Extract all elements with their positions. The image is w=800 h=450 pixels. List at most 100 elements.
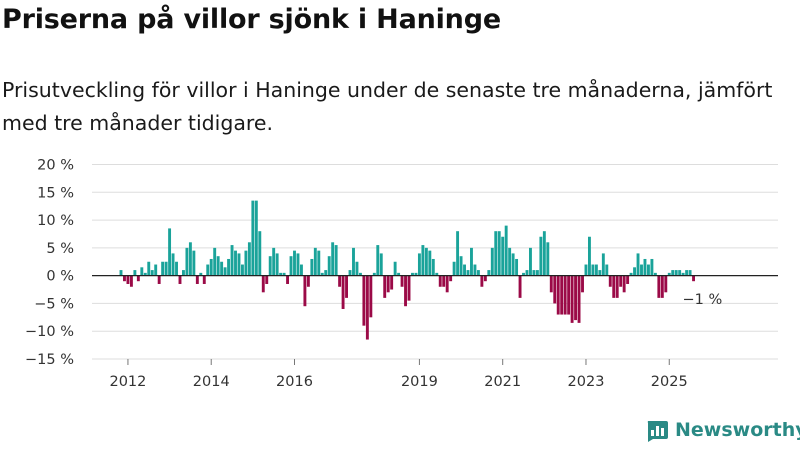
bar — [286, 275, 290, 284]
bar — [494, 231, 498, 276]
bar — [154, 264, 158, 276]
bar — [268, 256, 272, 276]
bar — [251, 200, 255, 276]
bar — [619, 275, 623, 287]
bar — [525, 270, 529, 276]
bar — [289, 256, 293, 276]
bar — [438, 275, 442, 287]
x-tick-label: 2016 — [276, 374, 313, 390]
bar — [306, 275, 310, 287]
bar — [365, 275, 369, 340]
x-tick-label: 2014 — [193, 374, 230, 390]
bar — [213, 247, 217, 276]
bar — [133, 270, 137, 276]
bar — [404, 275, 407, 307]
bar — [136, 275, 140, 282]
bar — [518, 275, 522, 298]
bars — [119, 200, 695, 340]
bar — [400, 275, 404, 287]
bar — [327, 256, 331, 276]
y-tick-label: −10 % — [25, 324, 74, 340]
bar — [605, 264, 609, 276]
bar — [591, 264, 595, 276]
bar — [501, 236, 505, 276]
bar — [667, 272, 671, 276]
y-tick-label: −5 % — [34, 296, 74, 312]
bar — [660, 275, 664, 298]
bar — [185, 247, 189, 276]
bar — [296, 253, 300, 276]
bar — [299, 264, 303, 276]
bar — [192, 250, 196, 276]
bar — [466, 270, 470, 276]
bar — [574, 275, 578, 321]
bar — [459, 256, 463, 276]
bar — [157, 275, 161, 284]
y-axis-labels: 20 % 15 % 10 % 5 % 0 % −5 % −10 % −15 % — [25, 158, 74, 369]
bar — [417, 253, 421, 276]
bar — [279, 272, 283, 276]
bar — [209, 258, 213, 276]
bar — [570, 275, 574, 323]
bar — [126, 275, 130, 284]
bar — [230, 245, 234, 276]
y-tick-label: 0 % — [46, 269, 74, 285]
bar — [393, 261, 397, 276]
bar — [182, 270, 185, 276]
bar — [626, 275, 630, 284]
bar — [646, 264, 650, 276]
bar — [653, 272, 657, 276]
bar — [216, 256, 220, 276]
bar — [150, 270, 154, 276]
bar — [407, 275, 411, 301]
bar — [508, 247, 512, 276]
bar — [324, 270, 328, 276]
bar — [379, 253, 383, 276]
bar — [223, 267, 227, 276]
bar — [435, 272, 439, 276]
bar — [376, 245, 380, 276]
bar — [504, 225, 508, 276]
bar — [428, 250, 432, 276]
x-tick-label: 2021 — [484, 374, 521, 390]
y-tick-label: 5 % — [46, 241, 74, 257]
bar — [331, 242, 335, 276]
bar — [449, 275, 453, 282]
bar — [511, 253, 515, 276]
bar — [227, 258, 231, 276]
bar — [258, 231, 262, 276]
y-tick-label: 10 % — [37, 213, 74, 229]
bar — [636, 253, 640, 276]
bar — [348, 270, 352, 276]
bar — [608, 275, 612, 287]
bar — [442, 275, 446, 287]
brand-logo: Newsworthy — [645, 418, 800, 442]
bar — [594, 264, 598, 276]
bar — [341, 275, 345, 309]
bar — [164, 261, 168, 276]
bar — [674, 270, 678, 276]
bar — [633, 267, 637, 276]
bar — [452, 261, 456, 276]
bar — [567, 275, 571, 315]
brand-name: Newsworthy — [675, 419, 800, 441]
bar — [355, 261, 359, 276]
bar — [140, 267, 144, 276]
bar — [445, 275, 449, 293]
bar — [161, 261, 165, 276]
bar — [431, 258, 435, 276]
bar — [241, 264, 244, 276]
bar — [622, 275, 626, 293]
bar — [123, 275, 126, 282]
y-tick-label: −15 % — [25, 352, 74, 368]
bar — [334, 245, 338, 276]
bar — [237, 253, 241, 276]
bar — [362, 275, 366, 326]
bar — [147, 261, 151, 276]
bar — [369, 275, 373, 318]
bar — [601, 253, 605, 276]
bar — [685, 270, 689, 276]
bar — [615, 275, 619, 298]
bar — [560, 275, 564, 315]
bar — [681, 272, 685, 276]
